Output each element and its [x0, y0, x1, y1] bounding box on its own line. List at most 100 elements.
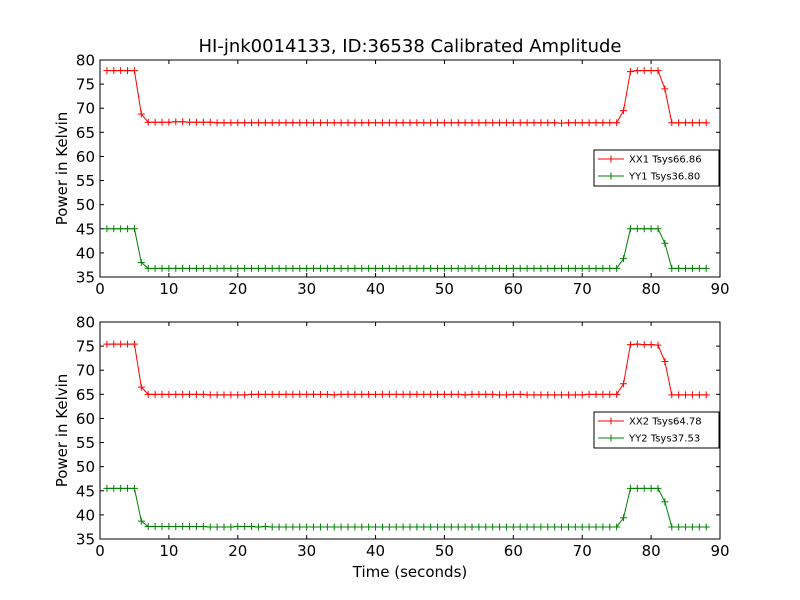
bottom-series-2-point: [199, 522, 207, 530]
top-series-1-point: [365, 119, 373, 127]
bottom-series-1-point: [192, 390, 200, 398]
bottom-series-2-point: [427, 523, 435, 531]
bottom-series-1-point: [420, 390, 428, 398]
top-series-1-point: [440, 119, 448, 127]
bottom-series-2-markers: [103, 484, 710, 531]
bottom-series-2-point: [544, 523, 552, 531]
top-x-tick-label: 60: [504, 280, 523, 298]
top-series-1-point: [323, 119, 331, 127]
top-series-2-point: [358, 264, 366, 272]
bottom-series-1-point: [647, 341, 655, 349]
top-series-1-point: [303, 119, 311, 127]
bottom-series-2-point: [234, 522, 242, 530]
bottom-series-1-point: [213, 391, 221, 399]
bottom-series-2-point: [323, 523, 331, 531]
top-series-2-point: [372, 264, 380, 272]
top-series-1-point: [454, 119, 462, 127]
bottom-series-2-point: [124, 484, 132, 492]
top-series-2-point: [227, 264, 235, 272]
top-series-2-point: [606, 264, 614, 272]
top-series-2-point: [482, 264, 490, 272]
bottom-series-2-point: [606, 523, 614, 531]
top-y-tick-label: 45: [76, 220, 95, 238]
top-series-2-point: [103, 225, 111, 233]
top-series-2-point: [351, 264, 359, 272]
bottom-series-2-point: [530, 523, 538, 531]
top-series-1-point: [420, 119, 428, 127]
top-series-2-point: [330, 264, 338, 272]
top-series-1-point: [475, 119, 483, 127]
bottom-series-2-point: [151, 522, 159, 530]
top-series-1-point: [606, 119, 614, 127]
bottom-x-tick-label: 80: [642, 542, 661, 560]
bottom-series-2-point: [668, 523, 676, 531]
figure-title: HI-jnk0014133, ID:36538 Calibrated Ampli…: [199, 36, 622, 57]
top-series-1-point: [613, 119, 621, 127]
top-plot: Power in Kelvin 0 10 20 30 40 50 60 70 80 90 35 40 45…: [53, 52, 730, 299]
bottom-series-1-point: [413, 390, 421, 398]
bottom-series-1-point: [372, 390, 380, 398]
top-series-1-point: [489, 119, 497, 127]
bottom-y-axis-label: Power in Kelvin: [53, 374, 71, 488]
top-series-2-point: [234, 264, 242, 272]
bottom-series-1-point: [241, 391, 249, 399]
top-series-2-point: [206, 264, 214, 272]
top-series-2-point: [502, 264, 510, 272]
bottom-axes-frame: [99, 321, 721, 540]
bottom-y-tick-label: 80: [76, 314, 95, 332]
top-series-2-point: [454, 264, 462, 272]
bottom-series-2-point: [516, 523, 524, 531]
top-y-tick-label: 80: [76, 52, 95, 70]
bottom-series-1-point: [434, 390, 442, 398]
bottom-legend: XX2 Tsys64.78 YY2 Tsys37.53: [593, 411, 720, 449]
bottom-series-2-point: [310, 523, 318, 531]
top-series-2-point: [551, 264, 559, 272]
bottom-series-1-point: [537, 391, 545, 399]
bottom-legend-label-1: XX2 Tsys64.78: [629, 417, 702, 428]
bottom-x-tick-label: 0: [95, 542, 105, 560]
bottom-series-2-point: [275, 523, 283, 531]
bottom-series-1-point: [289, 390, 297, 398]
bottom-series-2-point: [130, 484, 138, 492]
bottom-series-1-point: [544, 391, 552, 399]
bottom-series-1-point: [496, 391, 504, 399]
bottom-series-1-point: [668, 391, 676, 399]
top-series-2-point: [447, 264, 455, 272]
bottom-series-2-point: [578, 523, 586, 531]
bottom-series-2-point: [585, 523, 593, 531]
bottom-series-1-point: [151, 390, 159, 398]
bottom-x-tick-label: 10: [159, 542, 178, 560]
bottom-y-tick-label: 45: [76, 482, 95, 500]
top-series-2-point: [626, 225, 634, 233]
bottom-series-2-point: [702, 523, 710, 531]
bottom-series-1-point: [633, 340, 641, 348]
top-series-1-point: [509, 119, 517, 127]
bottom-series-1-point: [303, 390, 311, 398]
top-series-2-point: [110, 225, 118, 233]
bottom-series-1-point: [516, 390, 524, 398]
bottom-series-2-point: [613, 523, 621, 531]
top-series-1-point: [316, 119, 324, 127]
top-series-2-point: [158, 264, 166, 272]
bottom-series-2-point: [330, 523, 338, 531]
top-series-1-point: [192, 118, 200, 126]
top-series-2-point: [213, 264, 221, 272]
top-x-tick-label: 80: [642, 280, 661, 298]
bottom-series-2-point: [496, 523, 504, 531]
top-series-2-point: [434, 264, 442, 272]
bottom-series-1-point: [440, 390, 448, 398]
bottom-y-tick-label: 70: [76, 362, 95, 380]
bottom-series-2-point: [103, 484, 111, 492]
top-legend-marker-2: [607, 172, 615, 180]
top-series-1-point: [585, 119, 593, 127]
top-series-1-point: [117, 67, 125, 75]
bottom-series-1-point: [613, 390, 621, 398]
bottom-x-tick-label: 50: [435, 542, 454, 560]
top-series-2-point: [385, 264, 393, 272]
bottom-series-1-point: [578, 391, 586, 399]
top-x-tick-label: 0: [95, 280, 105, 298]
top-y-tick-label: 65: [76, 124, 95, 142]
top-series-2-point: [654, 225, 662, 233]
bottom-series-1-point: [468, 390, 476, 398]
bottom-series-1-point: [110, 340, 118, 348]
